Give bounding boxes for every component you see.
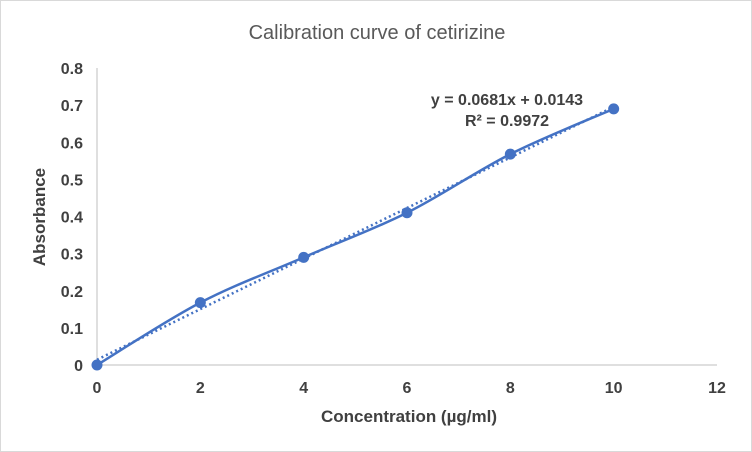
y-tick-label: 0.6: [61, 135, 83, 152]
chart-title: Calibration curve of cetirizine: [249, 22, 506, 44]
trendline-equation: y = 0.0681x + 0.0143: [431, 92, 583, 109]
y-tick-label: 0.8: [61, 61, 83, 78]
x-tick-label: 6: [403, 380, 412, 397]
x-tick-label: 12: [708, 380, 726, 397]
y-axis-title: Absorbance: [30, 168, 49, 266]
y-tick-label: 0: [74, 358, 83, 375]
x-tick-label: 0: [93, 380, 102, 397]
y-tick-label: 0.5: [61, 172, 83, 189]
data-point: [401, 207, 413, 219]
series: [91, 103, 620, 371]
y-tick-label: 0.1: [61, 321, 83, 338]
trendline: [96, 105, 615, 361]
trendline-r2: R² = 0.9972: [465, 113, 549, 130]
data-point: [504, 148, 516, 160]
tick-labels: 0 0.1 0.2 0.3 0.4 0.5 0.6 0.7 0.8 0 2 4 6 8 10 12: [61, 61, 726, 397]
x-axis-title: Concentration (µg/ml): [321, 407, 497, 426]
x-tick-label: 8: [506, 380, 515, 397]
data-point: [91, 359, 103, 371]
x-tick-label: 2: [196, 380, 205, 397]
y-tick-label: 0.7: [61, 98, 83, 115]
y-tick-label: 0.3: [61, 247, 83, 264]
series-line: [96, 107, 615, 367]
x-tick-label: 4: [299, 380, 308, 397]
x-tick-label: 10: [605, 380, 623, 397]
trendline-line: [96, 105, 615, 361]
data-point: [298, 251, 310, 263]
data-point: [608, 103, 620, 115]
axes: [96, 68, 717, 366]
y-tick-label: 0.4: [61, 210, 83, 227]
y-tick-label: 0.2: [61, 284, 83, 301]
data-point: [194, 297, 206, 309]
